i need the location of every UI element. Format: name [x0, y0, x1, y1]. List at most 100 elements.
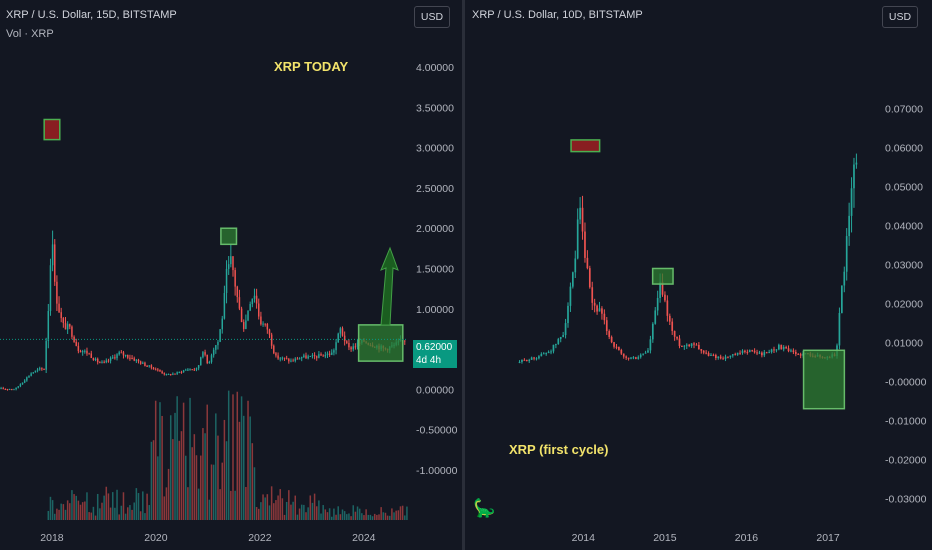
- candle-body: [109, 357, 112, 361]
- volume-bar: [54, 513, 56, 520]
- volume-bar: [264, 497, 266, 520]
- candle-body: [86, 350, 88, 354]
- volume-bar: [285, 501, 288, 520]
- candle-body: [685, 344, 688, 346]
- left-currency-button[interactable]: USD: [414, 6, 450, 28]
- candle-body: [620, 349, 623, 354]
- candle-body: [105, 360, 108, 363]
- y-axis-tick-label: 2.50000: [416, 183, 454, 195]
- candle-body: [637, 357, 640, 359]
- candle-body: [6, 389, 9, 391]
- candle-body: [567, 305, 569, 324]
- candle-body: [262, 323, 264, 325]
- candle-body: [150, 365, 153, 368]
- highlight-box: [651, 267, 674, 285]
- right-chart-canvas[interactable]: 0.07000 0.06000 0.05000 0.04000 0.03000 0.020…: [465, 0, 932, 550]
- candle-body: [707, 353, 710, 356]
- candle-body: [337, 333, 339, 343]
- candle-body: [122, 352, 125, 356]
- candle-body: [576, 219, 579, 259]
- candle-body: [324, 355, 327, 357]
- candle-body: [36, 369, 39, 371]
- right-symbol-title[interactable]: XRP / U.S. Dollar, 10D, BITSTAMP: [472, 9, 643, 21]
- candle-body: [547, 351, 550, 354]
- highlight-box: [357, 324, 404, 362]
- candle-body: [202, 352, 204, 358]
- candle-body: [23, 380, 26, 383]
- candle-body: [288, 358, 290, 362]
- candle-body: [255, 295, 258, 304]
- left-volume-label[interactable]: Vol · XRP: [6, 28, 54, 40]
- volume-bar: [371, 516, 374, 520]
- candle-body: [318, 354, 320, 358]
- right-chart-panel[interactable]: 0.07000 0.06000 0.05000 0.04000 0.03000 0.020…: [465, 0, 932, 550]
- candle-body: [142, 362, 144, 364]
- volume-bar: [88, 512, 90, 520]
- candle-body: [794, 351, 797, 354]
- candle-body: [96, 358, 99, 363]
- right-currency-button[interactable]: USD: [882, 6, 918, 28]
- candle-body: [335, 342, 337, 351]
- volume-bar: [217, 435, 219, 520]
- panel-divider[interactable]: [462, 0, 465, 550]
- candle-body: [622, 353, 625, 357]
- volume-bar: [161, 415, 163, 520]
- volume-bar: [307, 507, 309, 520]
- candle-body: [719, 356, 722, 359]
- candle-body: [333, 350, 335, 353]
- candle-body: [761, 352, 763, 356]
- volume-bar: [66, 500, 69, 520]
- candle-body: [38, 368, 41, 370]
- candle-body: [654, 310, 657, 324]
- left-symbol-title[interactable]: XRP / U.S. Dollar, 15D, BITSTAMP: [6, 9, 177, 21]
- volume-bar: [315, 506, 318, 520]
- candle-body: [215, 345, 217, 350]
- candle-body: [540, 353, 543, 357]
- candle-body: [56, 281, 58, 304]
- volume-bar: [253, 467, 256, 520]
- volume-bar: [384, 512, 387, 520]
- volume-bar: [148, 505, 150, 520]
- left-chart-canvas[interactable]: 4.00000 3.50000 3.00000 2.50000 2.00000 1.500…: [0, 0, 462, 550]
- tradingview-logo-icon[interactable]: 🦕: [473, 498, 496, 518]
- x-axis-tick-label: 2018: [40, 532, 64, 544]
- left-chart-panel[interactable]: 4.00000 3.50000 3.00000 2.50000 2.00000 1.500…: [0, 0, 462, 550]
- volume-bar: [288, 490, 290, 520]
- volume-bar: [352, 505, 354, 520]
- candle-body: [0, 388, 2, 390]
- volume-bar: [118, 514, 120, 520]
- volume-bar: [221, 462, 224, 520]
- volume-bar: [292, 501, 294, 520]
- candle-body: [557, 339, 560, 345]
- volume-bar: [275, 500, 277, 520]
- candle-body: [294, 358, 297, 361]
- volume-bar: [60, 503, 62, 520]
- y-axis-tick-label: 0.04000: [885, 221, 923, 233]
- y-axis-tick-label: 1.00000: [416, 304, 454, 316]
- volume-bar: [290, 504, 292, 520]
- candle-body: [593, 302, 596, 306]
- candle-body: [103, 361, 105, 363]
- candle-body: [671, 321, 674, 332]
- candle-body: [535, 358, 538, 360]
- candle-body: [137, 359, 140, 362]
- candle-body: [656, 297, 659, 311]
- candle-body: [700, 349, 703, 351]
- volume-bar: [146, 493, 148, 520]
- y-axis-tick-label: 0.02000: [885, 299, 923, 311]
- volume-bar: [279, 489, 281, 520]
- volume-bar: [331, 516, 333, 520]
- candle-body: [15, 387, 17, 390]
- volume-bar: [202, 428, 204, 520]
- candle-body: [649, 339, 652, 351]
- volume-bar: [165, 487, 168, 520]
- volume-bar: [120, 505, 123, 520]
- volume-bar: [107, 493, 110, 520]
- candle-body: [184, 369, 187, 371]
- volume-bar: [51, 500, 54, 520]
- candle-body: [569, 286, 572, 306]
- candle-body: [28, 375, 30, 378]
- candle-body: [538, 356, 540, 359]
- volume-bar: [350, 516, 352, 520]
- candle-body: [608, 331, 611, 337]
